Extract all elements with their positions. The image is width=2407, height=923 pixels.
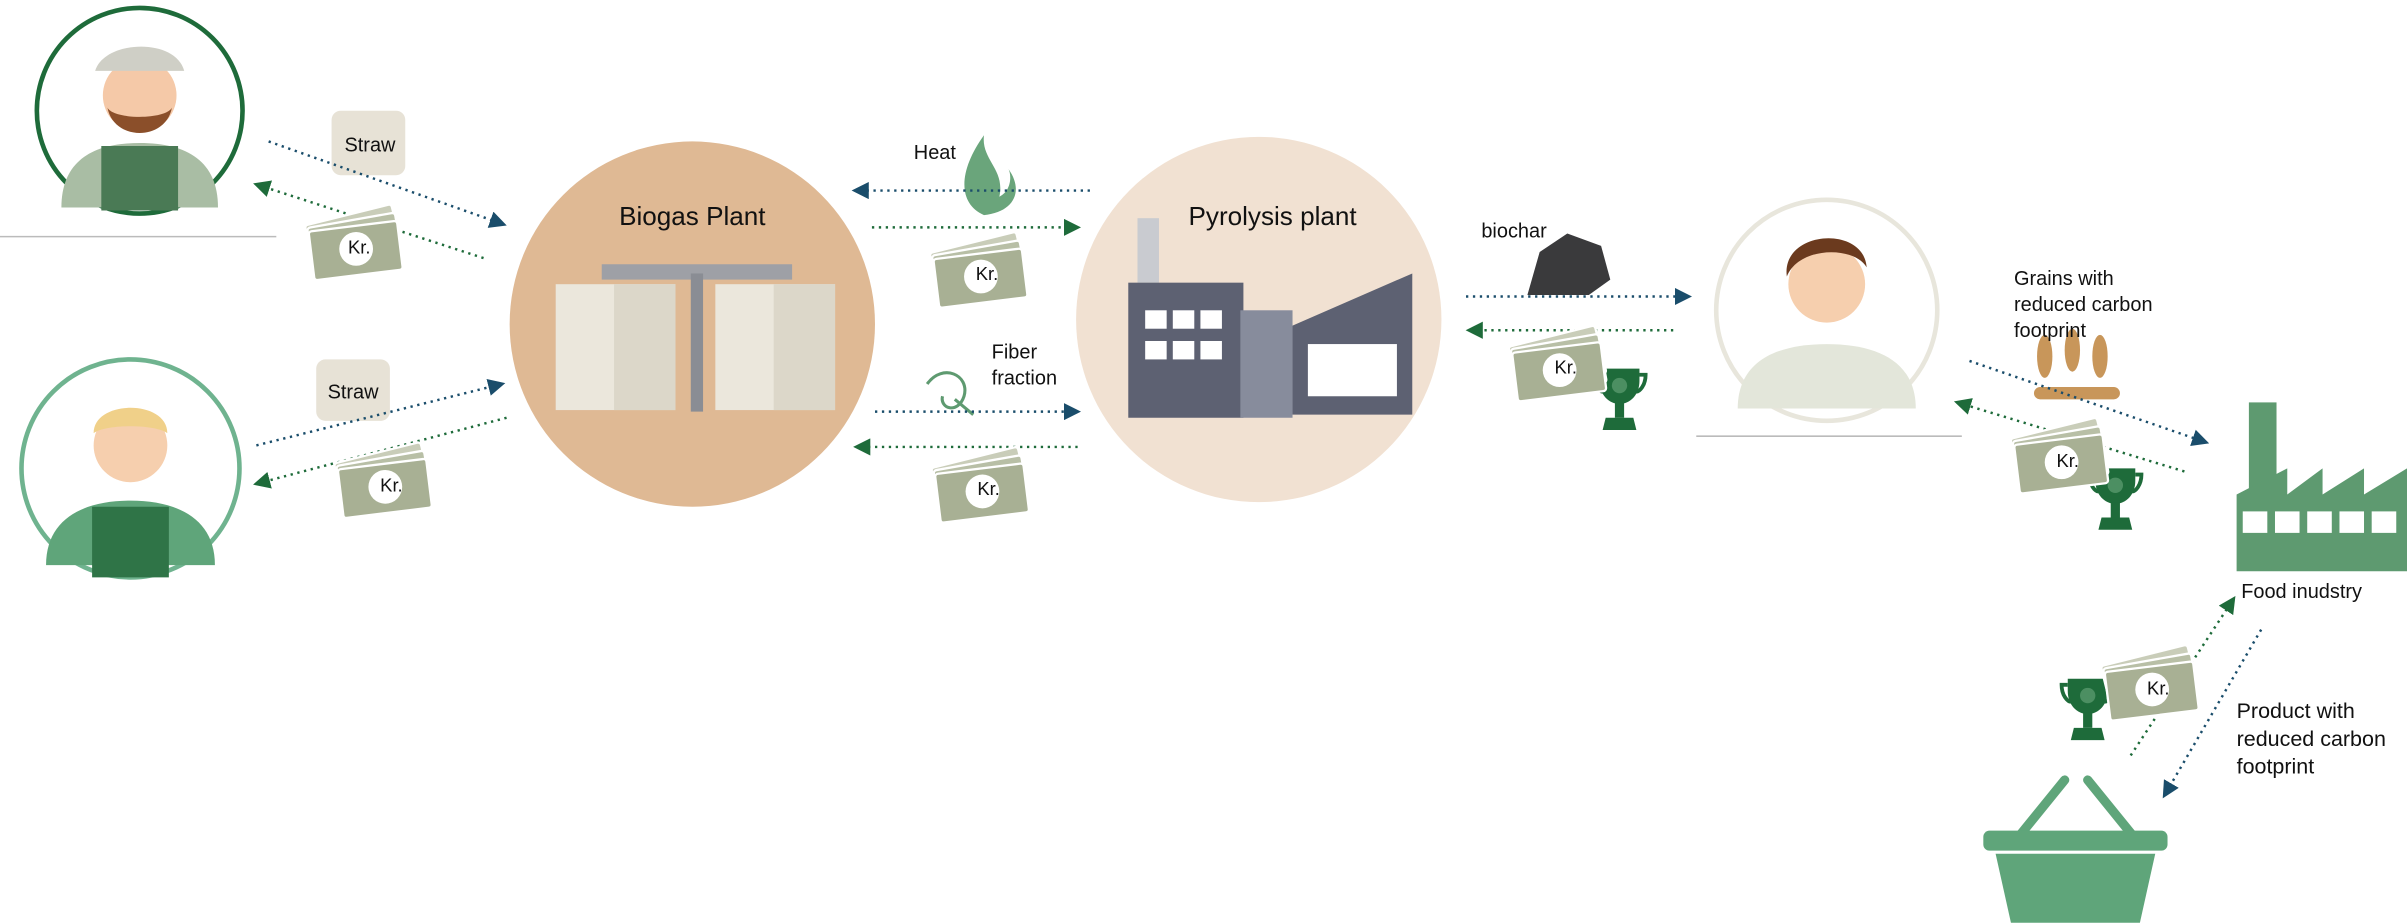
flow-label: biochar bbox=[1481, 220, 1547, 242]
node-label: Food inudstry bbox=[2241, 581, 2362, 603]
flow-label: footprint bbox=[2014, 320, 2087, 342]
payment: Kr. bbox=[305, 204, 403, 280]
flow-label: reduced carbon bbox=[2237, 727, 2386, 751]
flow-label: Straw bbox=[344, 134, 396, 156]
payment-label: Kr. bbox=[2147, 677, 2170, 698]
payment: Kr. bbox=[334, 442, 432, 518]
payment-label: Kr. bbox=[1555, 356, 1578, 377]
payment: Kr. bbox=[930, 232, 1028, 308]
fiber-icon bbox=[927, 373, 973, 415]
biogas-tanks bbox=[556, 264, 835, 411]
food-factory bbox=[2237, 402, 2407, 571]
flow-label: Product with bbox=[2237, 699, 2355, 723]
payment-label: Kr. bbox=[2056, 450, 2079, 471]
payment: Kr. bbox=[2101, 645, 2199, 721]
payment-label: Kr. bbox=[976, 263, 999, 284]
payment-label: Kr. bbox=[380, 475, 403, 496]
flow-label: Heat bbox=[914, 142, 957, 164]
node-label: Pyrolysis plant bbox=[1189, 201, 1358, 231]
flow-label: fraction bbox=[992, 368, 1057, 390]
node-label: Biogas Plant bbox=[619, 201, 766, 231]
farmer-icon bbox=[21, 359, 239, 577]
biochar-icon bbox=[1527, 234, 1610, 295]
flow-label: Grains with bbox=[2014, 268, 2114, 290]
diagram: Biogas Plant Pyrolysis plant Food inudst… bbox=[0, 0, 2407, 923]
payment-label: Kr. bbox=[348, 237, 371, 258]
page: Biogas Plant Pyrolysis plant Food inudst… bbox=[0, 0, 2407, 923]
consumer-icon bbox=[1716, 200, 1937, 421]
flow-label: footprint bbox=[2237, 754, 2315, 778]
heat-icon bbox=[964, 135, 1015, 215]
payment: Kr. bbox=[931, 447, 1029, 523]
payment-label: Kr. bbox=[977, 478, 1000, 499]
basket-icon bbox=[1983, 780, 2167, 923]
payment: Kr. bbox=[2010, 417, 2108, 493]
payment: Kr. bbox=[1508, 325, 1606, 401]
farmer-icon bbox=[37, 8, 243, 214]
flow-label: Fiber bbox=[992, 342, 1038, 364]
flow-label: Straw bbox=[328, 381, 380, 403]
flow-label: reduced carbon bbox=[2014, 294, 2153, 316]
